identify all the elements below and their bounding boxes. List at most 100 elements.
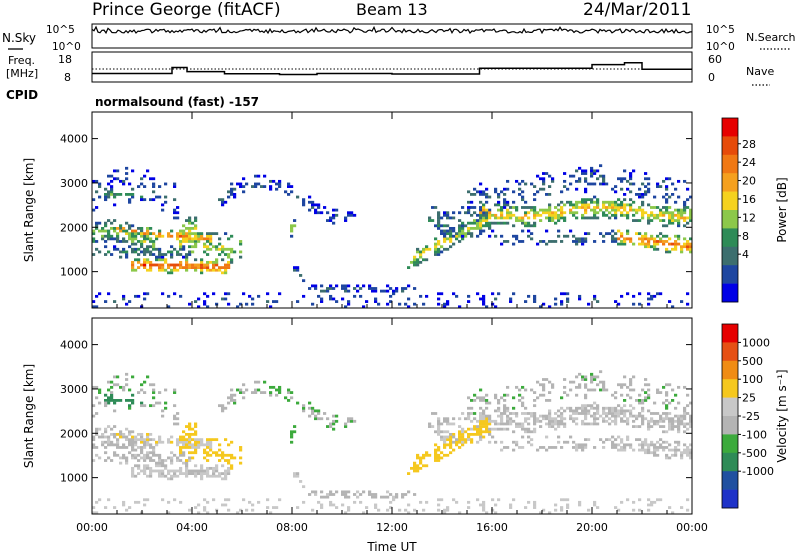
velocity-cell [125, 399, 129, 402]
power-cell [302, 294, 306, 298]
velocity-cell [188, 425, 192, 428]
power-cell [527, 229, 531, 233]
power-cell [218, 266, 222, 269]
velocity-cell [689, 448, 693, 452]
velocity-cell [515, 440, 519, 444]
velocity-cell [224, 459, 228, 462]
power-cell [548, 206, 552, 209]
power-cell [131, 229, 135, 233]
power-cell [476, 213, 480, 217]
power-cell [419, 253, 423, 256]
velocity-cell [533, 503, 537, 507]
power-cell [194, 300, 198, 303]
velocity-cell [674, 453, 678, 457]
power-cell [590, 198, 594, 202]
velocity-cell [623, 414, 627, 418]
velocity-cell [137, 459, 141, 462]
velocity-cell [671, 399, 675, 402]
power-cell [545, 211, 549, 215]
velocity-cell [635, 417, 639, 421]
velocity-cell [209, 440, 213, 444]
power-cell [647, 182, 651, 186]
power-cell [578, 297, 582, 301]
power-cell [179, 263, 183, 267]
velocity-cell [170, 461, 174, 465]
power-cell [671, 211, 675, 215]
velocity-cell [128, 432, 132, 436]
velocity-cell [659, 446, 663, 449]
velocity-cell [437, 459, 441, 462]
velocity-cell [182, 430, 186, 434]
velocity-cell [185, 474, 189, 478]
power-cell [500, 190, 504, 194]
power-cell [116, 234, 120, 238]
velocity-cell [356, 490, 360, 494]
velocity-cell [407, 472, 411, 475]
velocity-cell [581, 422, 585, 426]
colorbar-tick-label: 28 [742, 138, 756, 151]
power-cell [533, 300, 537, 303]
power-cell [662, 195, 666, 199]
velocity-cell [683, 414, 687, 418]
velocity-cell [509, 422, 513, 426]
velocity-cell [659, 419, 663, 423]
colorbar-segment [722, 434, 738, 454]
velocity-cell [575, 422, 579, 426]
power-cell [584, 240, 588, 243]
power-cell [479, 216, 483, 220]
power-cell [638, 292, 642, 296]
velocity-cell [167, 500, 171, 504]
velocity-cell [449, 422, 453, 426]
velocity-cell [479, 412, 483, 415]
power-cell [650, 206, 654, 209]
power-cell [236, 182, 240, 186]
power-cell [173, 208, 177, 212]
velocity-cell [494, 503, 498, 507]
power-cell [98, 250, 102, 254]
power-cell [257, 182, 261, 186]
velocity-cell [548, 422, 552, 426]
velocity-cell [137, 432, 141, 436]
velocity-cell [641, 399, 645, 402]
power-cell [185, 258, 189, 262]
power-cell [398, 302, 402, 306]
velocity-cell [665, 446, 669, 449]
velocity-cell [146, 474, 150, 478]
power-cell [566, 292, 570, 296]
velocity-cell [602, 446, 606, 449]
velocity-cell [413, 466, 417, 470]
power-cell [524, 182, 528, 186]
power-cell [179, 232, 183, 236]
velocity-cell [227, 508, 231, 512]
power-cell [518, 182, 522, 186]
power-cell [110, 237, 114, 241]
power-cell [491, 213, 495, 217]
power-cell [629, 172, 633, 175]
power-cell [662, 234, 666, 238]
velocity-cell [563, 417, 567, 421]
power-cell [386, 302, 390, 306]
velocity-cell [275, 393, 279, 397]
power-cell [416, 250, 420, 254]
velocity-cell [527, 412, 531, 415]
power-cell [488, 226, 492, 230]
velocity-cell [92, 446, 96, 449]
velocity-cell [605, 414, 609, 418]
velocity-cell [200, 440, 204, 444]
velocity-cell [278, 391, 282, 394]
power-cell [602, 177, 606, 181]
velocity-cell [443, 417, 447, 421]
power-cell [143, 232, 147, 236]
power-cell [134, 229, 138, 233]
velocity-cell [425, 500, 429, 504]
power-cell [146, 237, 150, 241]
power-cell [611, 229, 615, 233]
power-cell [116, 193, 120, 196]
power-cell [530, 206, 534, 209]
velocity-cell [134, 500, 138, 504]
velocity-cell [143, 453, 147, 457]
power-cell [113, 226, 117, 230]
power-cell [215, 232, 219, 236]
velocity-cell [113, 506, 117, 509]
power-cell [650, 294, 654, 298]
